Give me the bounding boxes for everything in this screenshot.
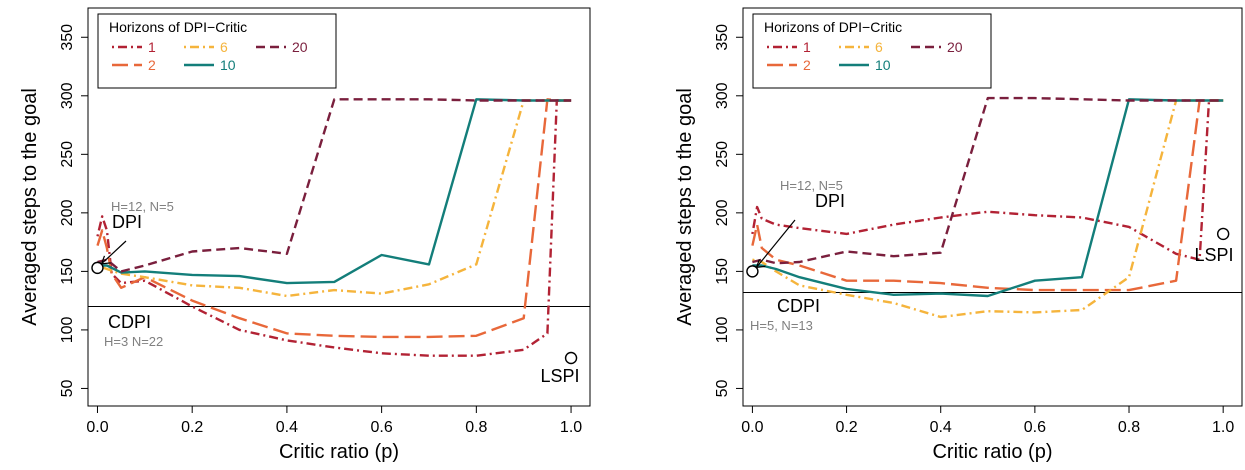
legend-label-h1: 1 <box>803 39 811 55</box>
dpi-marker <box>91 261 104 275</box>
x-tick-label: 0.6 <box>370 419 392 436</box>
lspi-label: LSPI <box>540 366 579 386</box>
y-tick-label: 150 <box>714 258 731 285</box>
y-axis-label: Averaged steps to the goal <box>674 88 696 326</box>
legend-box <box>752 13 992 89</box>
legend-label-h2: 2 <box>148 57 156 73</box>
dpi-arrow <box>755 219 796 268</box>
dpi-note: H=12, N=5 <box>780 178 843 193</box>
series-line-h2 <box>96 98 572 339</box>
y-tick-label: 300 <box>714 82 731 109</box>
series-line-h6 <box>752 99 1224 319</box>
cdpi-note: H=3 N=22 <box>104 334 163 349</box>
x-tick-label: 0.2 <box>835 419 857 436</box>
x-tick-label: 0.6 <box>1024 419 1046 436</box>
series-line-h1 <box>96 99 572 357</box>
lspi-marker <box>1216 227 1230 241</box>
legend-box <box>97 13 337 89</box>
y-tick-label: 350 <box>714 24 731 51</box>
x-tick-label: 0.8 <box>465 419 487 436</box>
y-tick-label: 300 <box>59 82 76 109</box>
x-tick-label: 0.0 <box>741 419 763 436</box>
dpi-arrow-head <box>755 259 766 269</box>
x-tick-label: 0.4 <box>276 419 298 436</box>
lspi-label: LSPI <box>1194 245 1233 265</box>
y-tick-label: 50 <box>59 379 76 397</box>
x-tick-label: 0.4 <box>930 419 952 436</box>
legend-label-h6: 6 <box>220 39 228 55</box>
x-axis-label: Critic ratio (p) <box>279 441 399 463</box>
cdpi-label: CDPI <box>777 296 820 316</box>
y-tick-label: 200 <box>59 199 76 226</box>
legend-title: Horizons of DPI−Critic <box>764 19 902 35</box>
y-tick-label: 100 <box>59 316 76 343</box>
chart-panel-1: 0.0 0.2 0.4 0.6 0.8 1.0 50 100 150 200 250 300 350 Cr… <box>19 7 591 463</box>
legend-label-h10: 10 <box>875 57 891 73</box>
series-line-h20 <box>97 98 572 273</box>
plot-frame <box>742 7 1243 407</box>
y-tick-label: 100 <box>714 316 731 343</box>
legend-label-h6: 6 <box>875 39 883 55</box>
x-tick-label: 1.0 <box>1212 419 1234 436</box>
y-tick-label: 350 <box>59 24 76 51</box>
series-line-h10 <box>97 98 572 285</box>
x-tick-label: 1.0 <box>560 419 582 436</box>
lspi-marker <box>564 351 578 365</box>
series-line-h2 <box>751 99 1224 292</box>
legend-label-h20: 20 <box>292 39 308 55</box>
x-axis-label: Critic ratio (p) <box>932 441 1052 463</box>
dpi-arrow-head <box>100 255 111 265</box>
chart-panel-2: 0.0 0.2 0.4 0.6 0.8 1.0 50 100 150 200 250 300 350 Cr… <box>674 7 1243 463</box>
x-tick-label: 0.0 <box>86 419 108 436</box>
legend-label-h1: 1 <box>148 39 156 55</box>
dpi-label: DPI <box>815 191 845 211</box>
legend: Horizons of DPI−Critic 1 2 6 10 20 <box>97 13 337 89</box>
dpi-marker <box>746 265 759 278</box>
dpi-label: DPI <box>112 212 142 232</box>
legend-label-h20: 20 <box>947 39 963 55</box>
y-tick-label: 150 <box>59 258 76 285</box>
cdpi-note: H=5, N=13 <box>750 318 813 333</box>
cdpi-label: CDPI <box>108 312 151 332</box>
y-tick-label: 250 <box>59 141 76 168</box>
series-line-h20 <box>752 96 1224 265</box>
y-tick-label: 250 <box>714 141 731 168</box>
y-tick-label: 200 <box>714 199 731 226</box>
y-axis-label: Averaged steps to the goal <box>19 88 41 326</box>
x-tick-label: 0.2 <box>181 419 203 436</box>
plot-frame <box>87 7 591 407</box>
legend-title: Horizons of DPI−Critic <box>109 19 247 35</box>
x-tick-label: 0.8 <box>1118 419 1140 436</box>
y-tick-label: 50 <box>714 379 731 397</box>
legend: Horizons of DPI−Critic 1 2 6 10 20 <box>752 13 992 89</box>
legend-label-h10: 10 <box>220 57 236 73</box>
legend-label-h2: 2 <box>803 57 811 73</box>
dpi-note: H=12, N=5 <box>111 199 174 214</box>
series-line-h1 <box>751 99 1224 261</box>
dpi-arrow <box>101 240 127 265</box>
